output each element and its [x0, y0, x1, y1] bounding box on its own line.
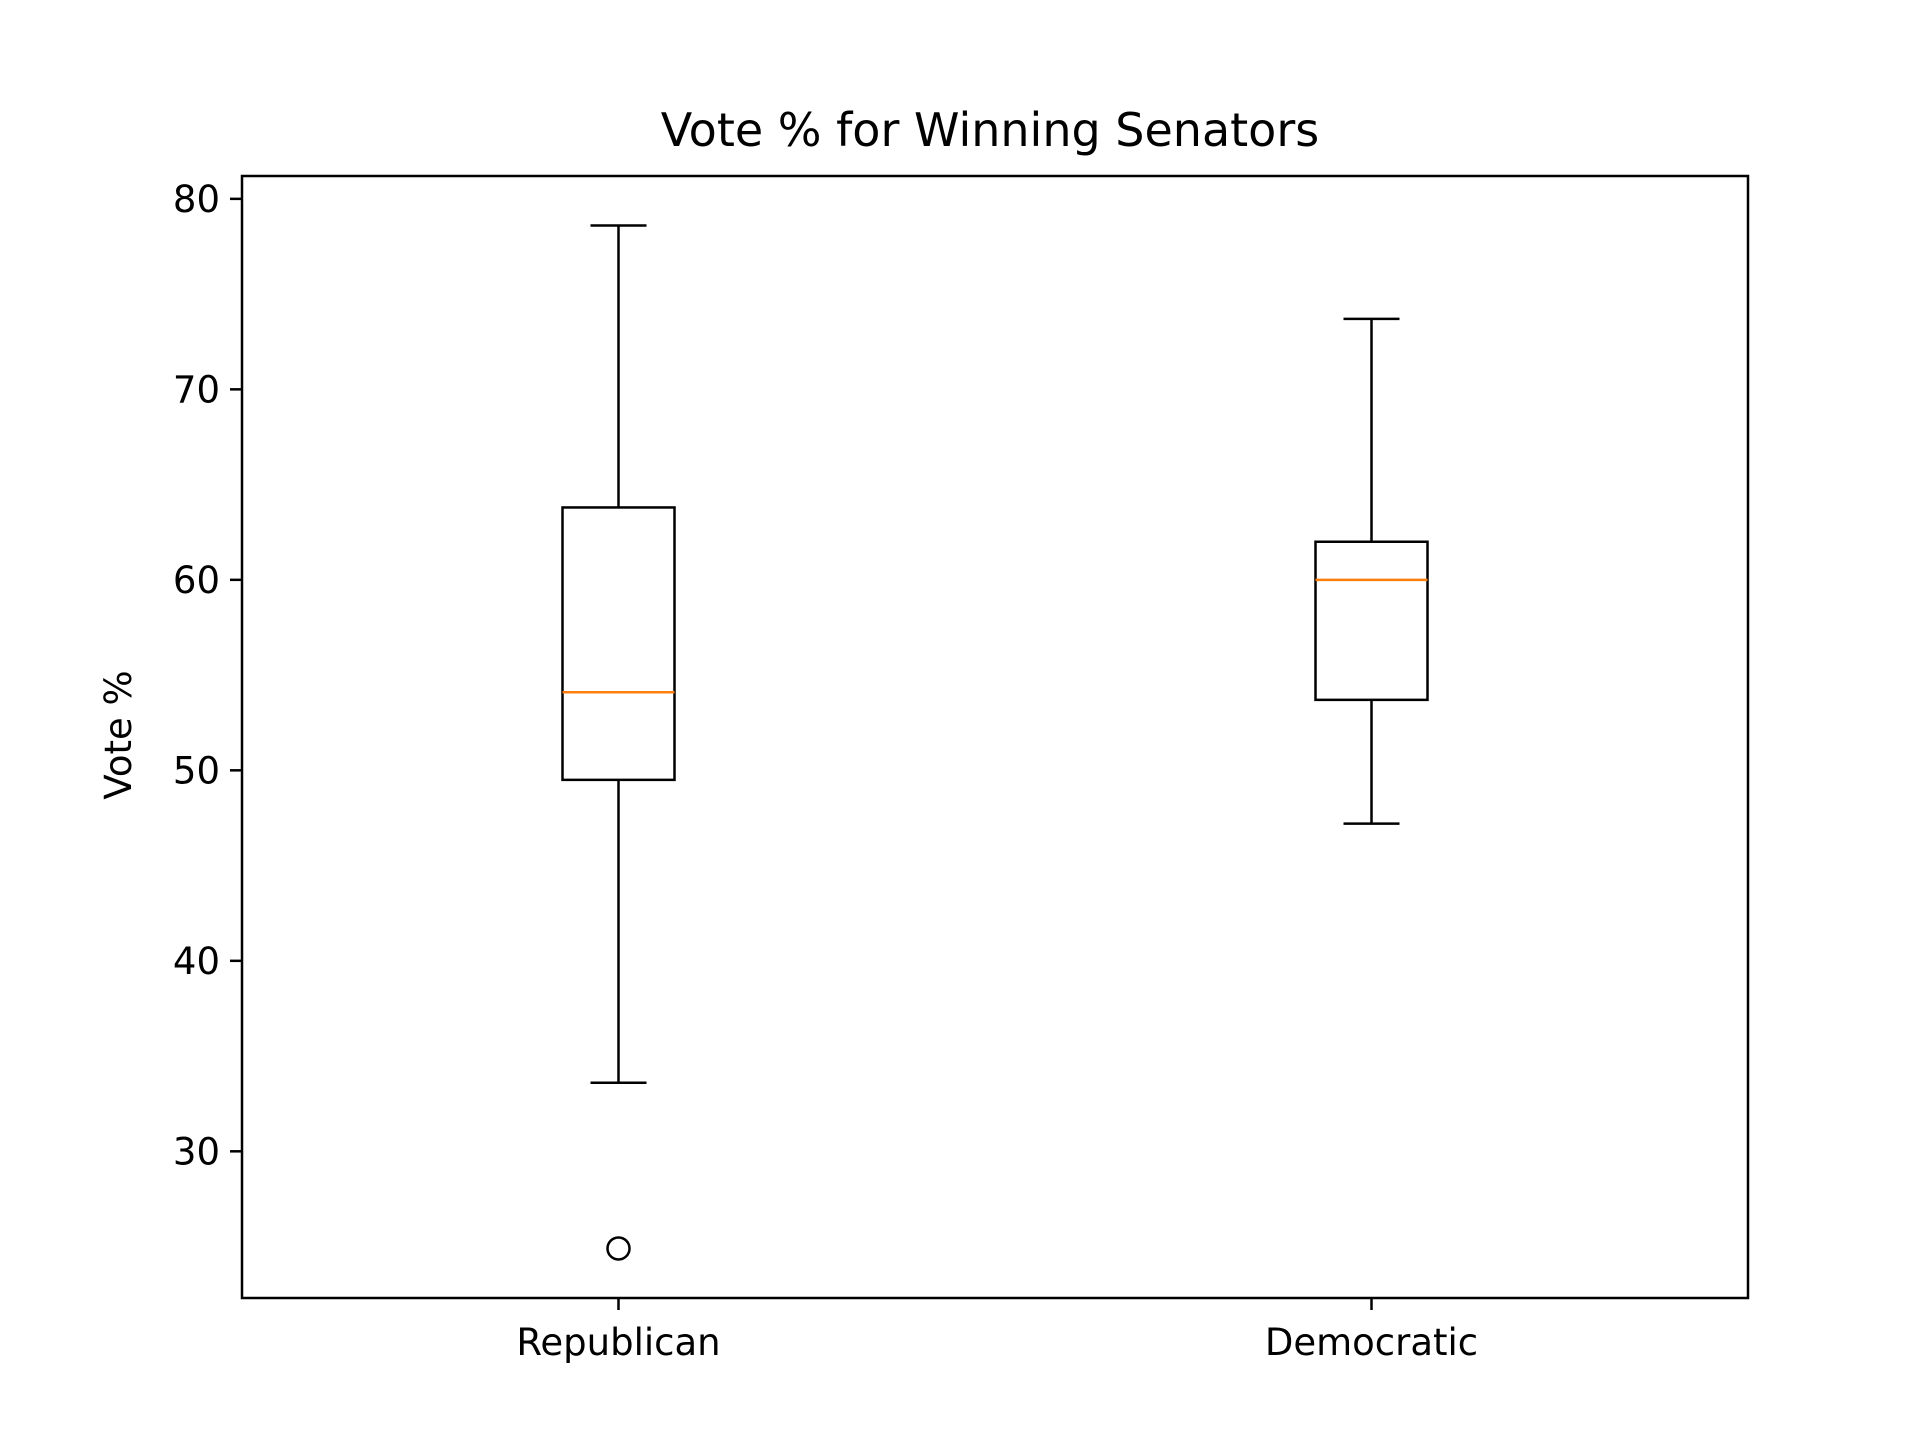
- y-axis-label: Vote %: [97, 670, 140, 799]
- y-axis-ticks: 30 40 50 60 70 80: [173, 178, 242, 1173]
- y-tick-label: 50: [173, 749, 220, 792]
- y-tick-label: 60: [173, 559, 220, 602]
- box-republican: [561, 224, 676, 1261]
- outlier-point: [606, 1236, 631, 1261]
- box-democratic: [1314, 317, 1429, 825]
- x-axis-ticks: Republican Democratic: [516, 1298, 1478, 1364]
- box-iqr: [1314, 540, 1429, 702]
- y-tick-label: 70: [173, 368, 220, 411]
- y-tick-label: 40: [173, 940, 220, 983]
- x-tick-label: Democratic: [1265, 1321, 1478, 1364]
- y-tick-label: 30: [173, 1130, 220, 1173]
- x-tick-label: Republican: [516, 1321, 720, 1364]
- box-iqr: [561, 506, 676, 782]
- y-tick-label: 80: [173, 178, 220, 221]
- chart-title: Vote % for Winning Senators: [661, 103, 1319, 157]
- box-group: [561, 224, 1429, 1261]
- plot-area-frame: [240, 174, 1750, 1300]
